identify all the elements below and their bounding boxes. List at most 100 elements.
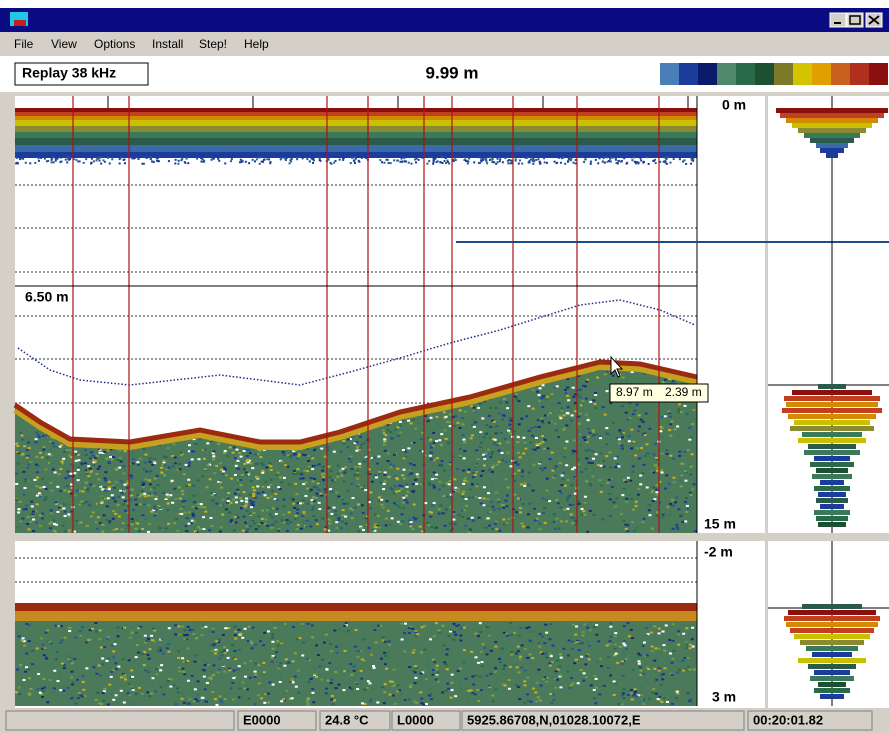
echo-speckle: [582, 631, 585, 633]
echo-speckle: [263, 702, 266, 704]
echo-speckle: [557, 485, 560, 487]
color-swatch: [831, 63, 850, 85]
echo-speckle: [262, 662, 265, 664]
echo-speckle: [651, 528, 654, 530]
echo-speckle: [457, 670, 460, 672]
echo-speckle: [151, 639, 154, 641]
echo-speckle: [508, 424, 511, 426]
echo-speckle: [21, 439, 24, 441]
echo-speckle: [71, 662, 74, 664]
echo-speckle: [655, 162, 657, 164]
echo-speckle: [475, 485, 478, 487]
echo-speckle: [371, 529, 374, 531]
echo-speckle: [168, 160, 170, 162]
echo-speckle: [351, 157, 353, 159]
echo-speckle: [538, 646, 541, 648]
echo-speckle: [585, 480, 588, 482]
echo-speckle: [290, 160, 292, 162]
echo-speckle: [651, 491, 654, 493]
echo-speckle: [53, 523, 56, 525]
menu-item[interactable]: Help: [244, 37, 269, 51]
echo-speckle: [313, 500, 316, 502]
echo-speckle: [143, 493, 146, 495]
echo-speckle: [119, 490, 122, 492]
menu-item[interactable]: Install: [152, 37, 183, 51]
echo-speckle: [609, 674, 612, 676]
echo-speckle: [325, 688, 328, 690]
echo-speckle: [493, 421, 496, 423]
echo-speckle: [403, 478, 406, 480]
echo-speckle: [606, 482, 609, 484]
echo-speckle: [380, 504, 383, 506]
echo-speckle: [561, 475, 564, 477]
echo-speckle: [567, 496, 570, 498]
echo-speckle: [529, 631, 532, 633]
echo-speckle: [244, 628, 247, 630]
minimize-button[interactable]: [830, 13, 846, 27]
echo-speckle: [388, 524, 391, 526]
echo-speckle: [145, 640, 148, 642]
echo-speckle: [318, 665, 321, 667]
echo-speckle: [383, 438, 386, 440]
echo-speckle: [480, 157, 482, 159]
echo-speckle: [502, 504, 505, 506]
echo-speckle: [652, 688, 655, 690]
echo-speckle: [686, 508, 689, 510]
echo-speckle: [633, 688, 636, 690]
echo-speckle: [581, 514, 584, 516]
echo-speckle: [154, 477, 157, 479]
echo-speckle: [682, 633, 685, 635]
echo-speckle: [455, 159, 457, 161]
echo-speckle: [141, 490, 144, 492]
echo-speckle: [176, 530, 179, 532]
echo-speckle: [83, 162, 85, 164]
echo-speckle: [654, 464, 657, 466]
echo-speckle: [387, 452, 390, 454]
echo-speckle: [87, 475, 90, 477]
echo-speckle: [534, 449, 537, 451]
echo-speckle: [357, 484, 360, 486]
echo-speckle: [251, 520, 254, 522]
echo-speckle: [569, 504, 572, 506]
echo-speckle: [622, 520, 625, 522]
echo-speckle: [683, 657, 686, 659]
echo-speckle: [493, 509, 496, 511]
echo-speckle: [316, 523, 319, 525]
echo-speckle: [169, 686, 172, 688]
echo-speckle: [66, 161, 68, 163]
echo-speckle: [193, 520, 196, 522]
echo-speckle: [128, 659, 131, 661]
echo-speckle: [689, 474, 692, 476]
echo-speckle: [59, 689, 62, 691]
echo-speckle: [193, 501, 196, 503]
echo-speckle: [410, 163, 412, 165]
menu-item[interactable]: Step!: [199, 37, 227, 51]
echo-speckle: [311, 509, 314, 511]
echo-speckle: [339, 628, 342, 630]
echo-speckle: [526, 657, 529, 659]
echo-speckle: [204, 664, 207, 666]
echo-speckle: [212, 455, 215, 457]
echo-speckle: [433, 161, 435, 163]
echo-speckle: [28, 694, 31, 696]
echo-speckle: [450, 682, 453, 684]
menu-item[interactable]: View: [51, 37, 77, 51]
echo-speckle: [445, 438, 448, 440]
echo-speckle: [413, 504, 416, 506]
echo-speckle: [107, 450, 110, 452]
echo-speckle: [107, 157, 109, 159]
menu-item[interactable]: File: [14, 37, 34, 51]
echo-speckle: [123, 627, 126, 629]
echo-speckle: [639, 666, 642, 668]
profile-bar: [804, 133, 860, 138]
echo-speckle: [135, 632, 138, 634]
menu-item[interactable]: Options: [94, 37, 135, 51]
echo-speckle: [566, 499, 569, 501]
echo-speckle: [292, 681, 295, 683]
echo-speckle: [35, 456, 38, 458]
echo-speckle: [322, 466, 325, 468]
echo-speckle: [349, 456, 352, 458]
echo-speckle: [277, 530, 280, 532]
echo-speckle: [153, 487, 156, 489]
echo-speckle: [669, 416, 672, 418]
